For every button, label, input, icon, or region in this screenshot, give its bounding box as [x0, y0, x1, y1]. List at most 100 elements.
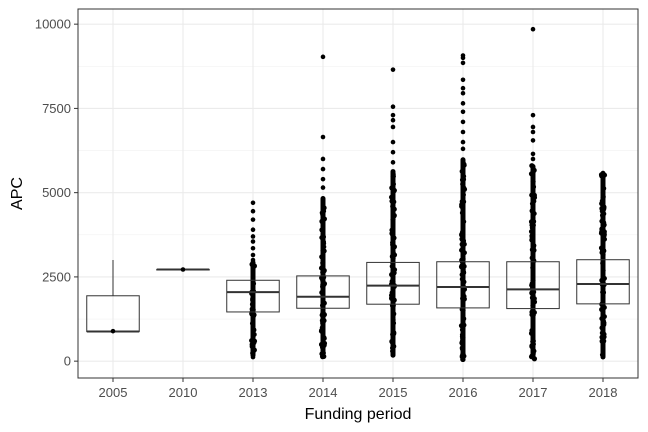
outlier-point [250, 245, 256, 251]
outlier-point [460, 146, 466, 152]
x-tick-label: 2015 [379, 385, 408, 400]
outlier-point [388, 194, 395, 200]
outlier-point [390, 104, 396, 110]
outlier-point [389, 263, 395, 269]
outlier-point [250, 227, 256, 233]
outlier-point [319, 227, 325, 233]
outlier-point [250, 281, 257, 287]
y-tick-label: 7500 [42, 101, 71, 116]
outlier-point [529, 208, 535, 214]
panel-border [77, 8, 639, 379]
outlier-point [461, 219, 467, 225]
outlier-point [599, 352, 606, 358]
outlier-point [460, 295, 466, 302]
outlier-point [530, 308, 536, 314]
outlier-point [530, 265, 536, 271]
outlier-point [390, 149, 396, 155]
outlier-point [250, 325, 256, 330]
outlier-point [320, 166, 326, 172]
outlier-point [460, 53, 466, 58]
outlier-point [459, 236, 465, 242]
x-tick-label: 2014 [309, 385, 338, 400]
outlier-point [529, 327, 535, 334]
outlier-point [391, 212, 397, 219]
outlier-point [460, 256, 466, 262]
outlier-point [319, 311, 326, 318]
outlier-point [390, 173, 396, 179]
outlier-point [320, 211, 326, 218]
outlier-point [250, 318, 256, 324]
y-tick-label: 5000 [42, 185, 71, 200]
outlier-point [390, 250, 396, 256]
outlier-point [530, 303, 536, 309]
outlier-point [321, 335, 327, 341]
outlier-point [320, 156, 326, 162]
outlier-point [461, 322, 467, 328]
outlier-point [529, 233, 535, 239]
outlier-point [460, 139, 466, 145]
outlier-point [250, 313, 256, 318]
outlier-point [320, 134, 326, 140]
box-2017 [506, 26, 560, 362]
box-iqr [296, 275, 350, 309]
outlier-point [531, 242, 537, 249]
outlier-point [531, 167, 537, 173]
outlier-point [319, 317, 325, 324]
outlier-point [389, 338, 395, 344]
box-2013 [226, 200, 280, 360]
outlier-point [460, 232, 466, 238]
outlier-point [530, 277, 536, 284]
outlier-point [320, 54, 326, 60]
x-tick-label: 2017 [519, 385, 548, 400]
y-tick-label: 10000 [35, 17, 71, 32]
outlier-point [390, 124, 396, 130]
outlier-point [250, 267, 256, 273]
outlier-point [461, 270, 467, 276]
outlier-point [390, 240, 396, 246]
outlier-point [249, 301, 256, 307]
outlier-point [250, 208, 256, 214]
outlier-point [459, 168, 465, 174]
outlier-point [250, 296, 256, 302]
outlier-point [391, 244, 397, 250]
outlier-point [460, 192, 466, 198]
outlier-point [530, 179, 536, 185]
outlier-point [320, 234, 327, 240]
outlier-point [390, 139, 396, 145]
outlier-point [320, 260, 326, 266]
outlier-point [390, 181, 396, 187]
outlier-point [601, 185, 607, 192]
outlier-point [391, 187, 397, 194]
outlier-point [390, 117, 396, 123]
box-iqr [506, 261, 560, 310]
outlier-point [600, 223, 606, 230]
outlier-point [250, 343, 256, 349]
outlier-point [461, 241, 467, 247]
outlier-point [250, 272, 256, 278]
outlier-point [390, 112, 396, 118]
outlier-point [601, 275, 607, 282]
outlier-point [250, 338, 256, 344]
outlier-point [250, 200, 256, 206]
box-2018 [576, 170, 630, 360]
outlier-point [459, 345, 465, 351]
outlier-point [321, 300, 327, 306]
outlier-point [599, 330, 605, 336]
outlier-point [389, 292, 396, 298]
outlier-point [459, 340, 465, 346]
boxes [86, 26, 630, 363]
outlier-point [460, 335, 466, 342]
outlier-point [389, 271, 395, 278]
outlier-point [530, 156, 536, 162]
box-iqr [576, 259, 630, 305]
box-iqr [226, 279, 280, 313]
outlier-point [528, 171, 535, 177]
outlier-point [530, 26, 536, 32]
outlier-point [250, 349, 256, 355]
x-tick-label: 2013 [239, 385, 268, 400]
x-tick-label: 2005 [99, 385, 128, 400]
outlier-point [531, 192, 537, 198]
outlier-point [460, 77, 466, 83]
outlier-point [459, 210, 466, 216]
